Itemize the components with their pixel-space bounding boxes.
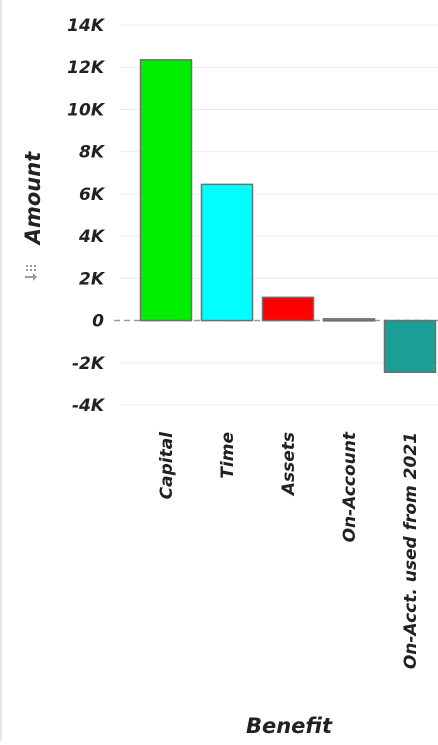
bar-capital[interactable] (139, 59, 193, 322)
y-axis-ticks: -4K -2K 0 2K 4K 6K 8K 10K 12K 14K (67, 16, 106, 416)
y-axis-title: Amount (21, 151, 45, 246)
y-tick-label: -4K (72, 396, 106, 416)
x-axis-title: Benefit (246, 714, 333, 738)
y-tick-label: 10K (67, 100, 106, 120)
y-tick-label: 8K (79, 143, 106, 163)
x-axis-ticks: Capital Time Assets On-Account On-Acct. used… (157, 431, 421, 669)
drag-handle-icon[interactable] (25, 265, 37, 281)
bar-time[interactable] (200, 183, 254, 322)
bar-on-account[interactable] (322, 318, 376, 322)
y-tick-label: 12K (67, 58, 106, 78)
y-tick-label: 4K (78, 227, 106, 247)
x-tick-label: On-Account (340, 431, 360, 542)
y-tick-label: 0 (92, 312, 104, 332)
y-tick-label: 6K (79, 185, 106, 205)
y-tick-label: 14K (67, 16, 106, 36)
y-tick-label: 2K (79, 269, 106, 289)
x-tick-label: Time (218, 432, 238, 479)
bar-on-acct-used-from-2021[interactable] (383, 319, 437, 374)
x-tick-label: On-Acct. used from 2021 (401, 432, 421, 669)
bars (139, 59, 437, 374)
y-tick-label: -2K (72, 354, 106, 374)
x-tick-label: Capital (157, 431, 177, 500)
bar-assets[interactable] (261, 296, 315, 322)
x-tick-label: Assets (279, 432, 299, 497)
